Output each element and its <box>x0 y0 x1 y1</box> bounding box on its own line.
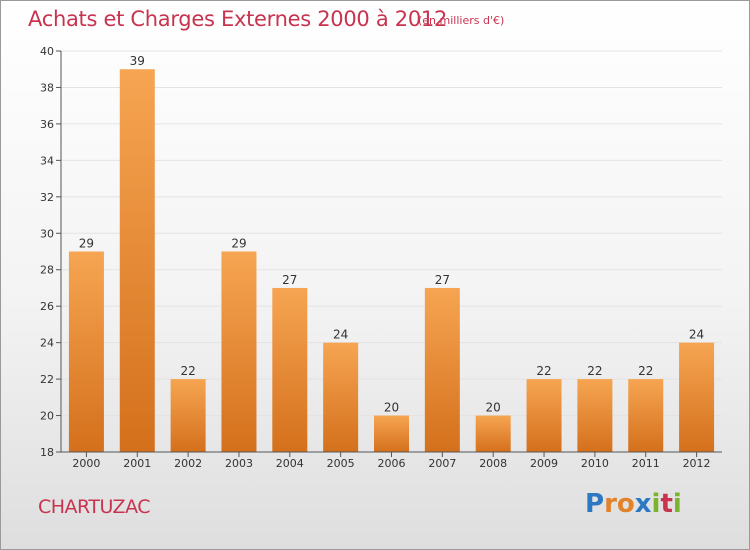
x-tick-label-2006: 2006 <box>378 457 406 470</box>
commune-name: CHARTUZAC <box>38 496 151 518</box>
x-tick-label-2002: 2002 <box>174 457 202 470</box>
logo-letter: t <box>660 489 673 519</box>
y-tick-label: 40 <box>40 45 54 58</box>
bar-2004 <box>272 287 308 452</box>
proxiti-logo: Proxiti <box>585 489 682 519</box>
bar-2000 <box>68 251 104 452</box>
x-tick-label-2005: 2005 <box>327 457 355 470</box>
x-tick-label-2010: 2010 <box>581 457 609 470</box>
data-label-2002: 22 <box>180 364 195 378</box>
y-tick-label: 32 <box>40 191 54 204</box>
grid-layer <box>61 50 722 453</box>
bar-2003 <box>221 251 257 452</box>
chart-unit: (en milliers d'€) <box>418 14 505 27</box>
y-tick-label: 18 <box>40 446 54 459</box>
bar-2006 <box>374 415 409 452</box>
y-tick-label: 26 <box>40 300 54 313</box>
logo-letter: i <box>651 489 661 519</box>
logo-letter: o <box>616 489 635 519</box>
logo-letter: x <box>634 489 652 519</box>
data-label-2010: 22 <box>587 364 602 378</box>
x-tick-label-2009: 2009 <box>530 457 558 470</box>
x-tick-label-2008: 2008 <box>479 457 507 470</box>
data-label-2011: 22 <box>638 364 653 378</box>
y-tick-label: 30 <box>40 227 54 240</box>
axis-layer: 18 20 22 24 26 28 30 32 34 36 38 40 2000 2001 2002 2003… <box>40 45 722 470</box>
x-tick-label-2012: 2012 <box>683 457 711 470</box>
y-tick-label: 28 <box>40 264 54 277</box>
bar-2008 <box>475 415 511 452</box>
data-label-2009: 22 <box>536 364 551 378</box>
data-label-2008: 20 <box>486 401 501 415</box>
y-tick-label: 34 <box>40 154 54 167</box>
bar-2002 <box>170 379 206 452</box>
bar-2010 <box>577 379 613 452</box>
logo-letter: P <box>585 489 605 519</box>
x-tick-label-2001: 2001 <box>123 457 151 470</box>
data-label-2007: 27 <box>435 273 450 287</box>
x-tick-label-2000: 2000 <box>72 457 100 470</box>
logo-letter: r <box>604 489 617 519</box>
bar-2012 <box>679 342 715 452</box>
bar-2011 <box>628 379 664 452</box>
data-label-2005: 24 <box>333 328 348 342</box>
x-tick-label-2004: 2004 <box>276 457 304 470</box>
bar-2007 <box>424 287 460 452</box>
x-tick-label-2011: 2011 <box>632 457 660 470</box>
data-label-2001: 39 <box>130 54 145 68</box>
y-tick-label: 22 <box>40 373 54 386</box>
y-tick-label: 38 <box>40 81 54 94</box>
data-label-2012: 24 <box>689 328 704 342</box>
bar-2005 <box>323 342 359 452</box>
y-tick-label: 36 <box>40 118 54 131</box>
data-label-2000: 29 <box>79 237 94 251</box>
logo-letter: i <box>672 489 682 519</box>
x-tick-label-2003: 2003 <box>225 457 253 470</box>
bar-2001 <box>119 69 155 453</box>
chart-title: Achats et Charges Externes 2000 à 2012 <box>28 7 448 31</box>
y-tick-label: 20 <box>40 410 54 423</box>
data-label-2003: 29 <box>231 237 246 251</box>
bar-2009 <box>526 379 562 452</box>
y-tick-label: 24 <box>40 337 54 350</box>
data-label-2006: 20 <box>384 401 399 415</box>
bars-layer: 29 39 22 29 27 24 20 27 20 22 22 22 24 <box>68 54 715 453</box>
x-tick-label-2007: 2007 <box>428 457 456 470</box>
data-label-2004: 27 <box>282 273 297 287</box>
